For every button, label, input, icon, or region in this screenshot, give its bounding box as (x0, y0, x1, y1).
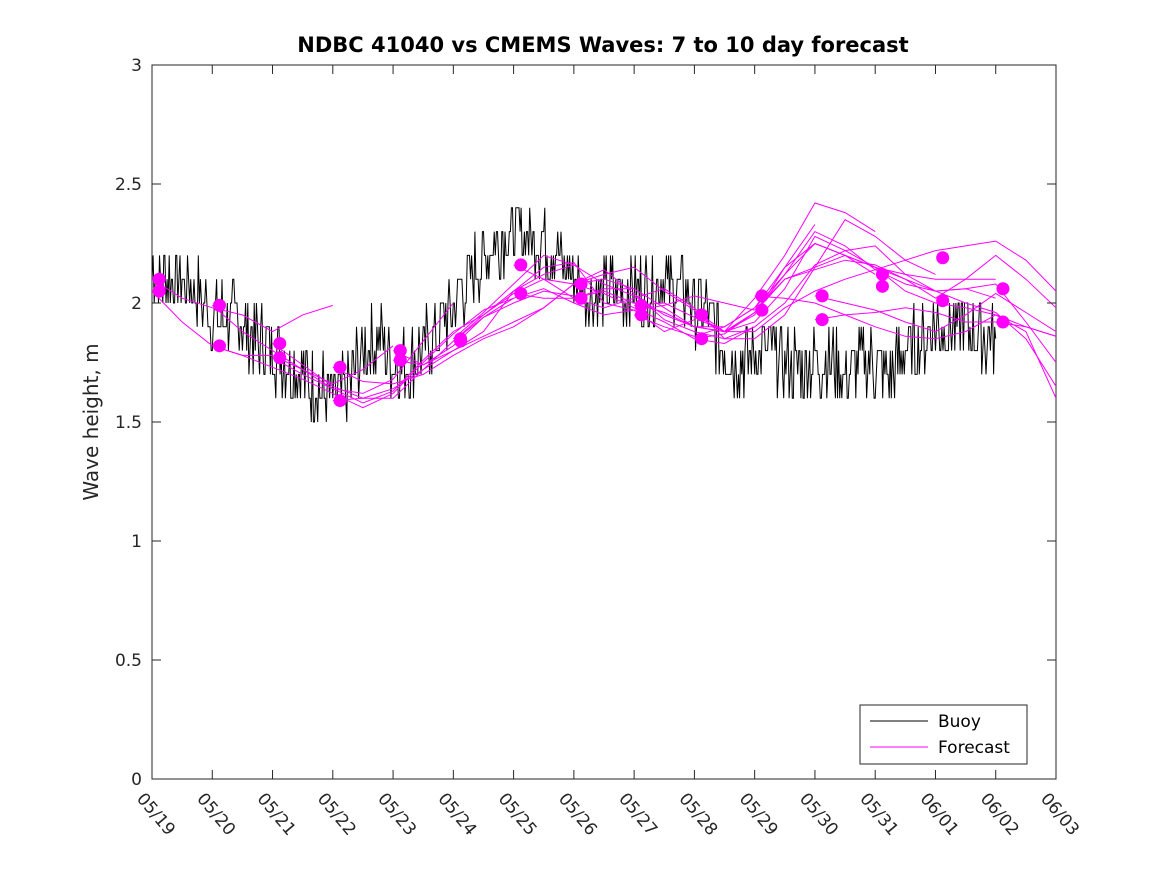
forecast-point-21 (755, 303, 769, 317)
y-tick-label: 3 (131, 56, 142, 76)
forecast-point-7 (333, 394, 347, 408)
forecast-point-26 (936, 251, 950, 265)
forecast-run-line-19 (694, 245, 1056, 387)
y-tick-label: 1 (131, 532, 142, 552)
forecast-run-line-16 (634, 254, 1056, 337)
forecast-point-14 (574, 277, 588, 291)
forecast-run-line-23 (814, 307, 1056, 337)
forecast-point-15 (574, 291, 588, 305)
forecast-point-24 (875, 267, 889, 281)
data-layer (152, 202, 1056, 423)
forecast-point-23 (815, 313, 829, 327)
forecast-point-18 (695, 308, 709, 322)
forecast-point-4 (273, 336, 287, 350)
forecast-run-line-8 (392, 288, 755, 366)
forecast-point-2 (212, 298, 226, 312)
forecast-run-line-5 (272, 264, 575, 404)
y-axis: 0 0.5 1 1.5 2 2.5 3 (115, 56, 1056, 790)
forecast-run-line-1 (152, 290, 394, 385)
forecast-point-0 (152, 272, 166, 286)
y-tick-label: 2 (131, 294, 142, 314)
forecast-point-9 (393, 353, 407, 367)
forecast-run-line-21 (754, 254, 1056, 311)
forecast-point-3 (212, 339, 226, 353)
y-axis-label: Wave height, m (79, 343, 103, 500)
forecast-point-6 (333, 360, 347, 374)
forecast-point-22 (815, 289, 829, 303)
forecast-point-12 (514, 258, 528, 272)
legend-label-buoy: Buoy (938, 712, 981, 732)
forecast-run-line-10 (452, 224, 816, 340)
forecast-point-20 (755, 289, 769, 303)
legend-label-forecast: Forecast (938, 738, 1010, 758)
forecast-point-17 (634, 308, 648, 322)
y-tick-label: 0.5 (115, 651, 142, 671)
forecast-point-25 (875, 279, 889, 293)
forecast-point-1 (152, 284, 166, 298)
forecast-point-5 (273, 351, 287, 365)
forecast-point-13 (514, 286, 528, 300)
y-tick-label: 1.5 (115, 413, 142, 433)
forecast-run-line-0 (152, 278, 333, 333)
y-tick-label: 0 (131, 770, 142, 790)
legend: Buoy Forecast (859, 704, 1028, 765)
forecast-point-29 (996, 315, 1010, 329)
forecast-run-line-18 (694, 240, 1056, 333)
y-tick-label: 2.5 (115, 175, 142, 195)
legend-box (859, 704, 1028, 765)
forecast-point-16 (634, 298, 648, 312)
forecast-run-line-22 (814, 292, 1056, 333)
forecast-run-line-14 (573, 235, 996, 333)
plot-area (151, 64, 1057, 780)
plot-content (152, 202, 1056, 423)
forecast-point-11 (454, 334, 468, 348)
chart-title: NDBC 41040 vs CMEMS Waves: 7 to 10 day f… (297, 33, 908, 57)
forecast-point-28 (996, 282, 1010, 296)
forecast-point-8 (393, 344, 407, 358)
forecast-point-19 (695, 332, 709, 346)
forecast-point-27 (936, 294, 950, 308)
